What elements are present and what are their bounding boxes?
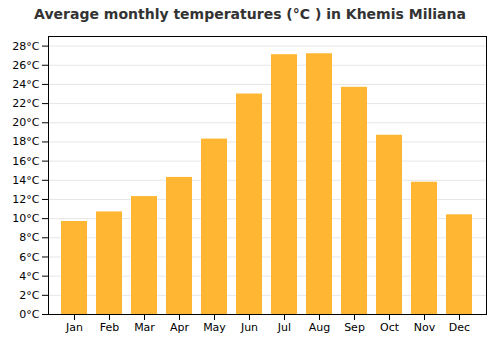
svg-text:Mar: Mar xyxy=(134,321,155,334)
svg-text:Nov: Nov xyxy=(414,321,436,334)
svg-text:12°C: 12°C xyxy=(12,193,39,206)
svg-text:26°C: 26°C xyxy=(12,59,39,72)
svg-text:24°C: 24°C xyxy=(12,78,39,91)
svg-text:Dec: Dec xyxy=(449,321,470,334)
svg-text:6°C: 6°C xyxy=(19,251,39,264)
svg-text:0°C: 0°C xyxy=(19,308,39,321)
svg-text:22°C: 22°C xyxy=(12,97,39,110)
svg-text:Apr: Apr xyxy=(170,321,190,334)
svg-text:Jan: Jan xyxy=(65,321,83,334)
html-text:Average monthly temperatures (: Average monthly temperatures (°C ) in Kh… xyxy=(34,6,466,22)
svg-text:Aug: Aug xyxy=(309,321,330,334)
svg-text:4°C: 4°C xyxy=(19,270,39,283)
svg-text:16°C: 16°C xyxy=(12,155,39,168)
svg-text:Jul: Jul xyxy=(277,321,291,334)
svg-text:8°C: 8°C xyxy=(19,231,39,244)
svg-text:10°C: 10°C xyxy=(12,212,39,225)
svg-text:18°C: 18°C xyxy=(12,135,39,148)
svg-text:Oct: Oct xyxy=(380,321,400,334)
svg-text:14°C: 14°C xyxy=(12,174,39,187)
svg-text:Feb: Feb xyxy=(100,321,119,334)
svg-text:2°C: 2°C xyxy=(19,289,39,302)
svg-text:28°C: 28°C xyxy=(12,40,39,53)
svg-text:Jun: Jun xyxy=(240,321,258,334)
svg-text:May: May xyxy=(203,321,226,334)
svg-text:Sep: Sep xyxy=(344,321,365,334)
svg-text:20°C: 20°C xyxy=(12,116,39,129)
